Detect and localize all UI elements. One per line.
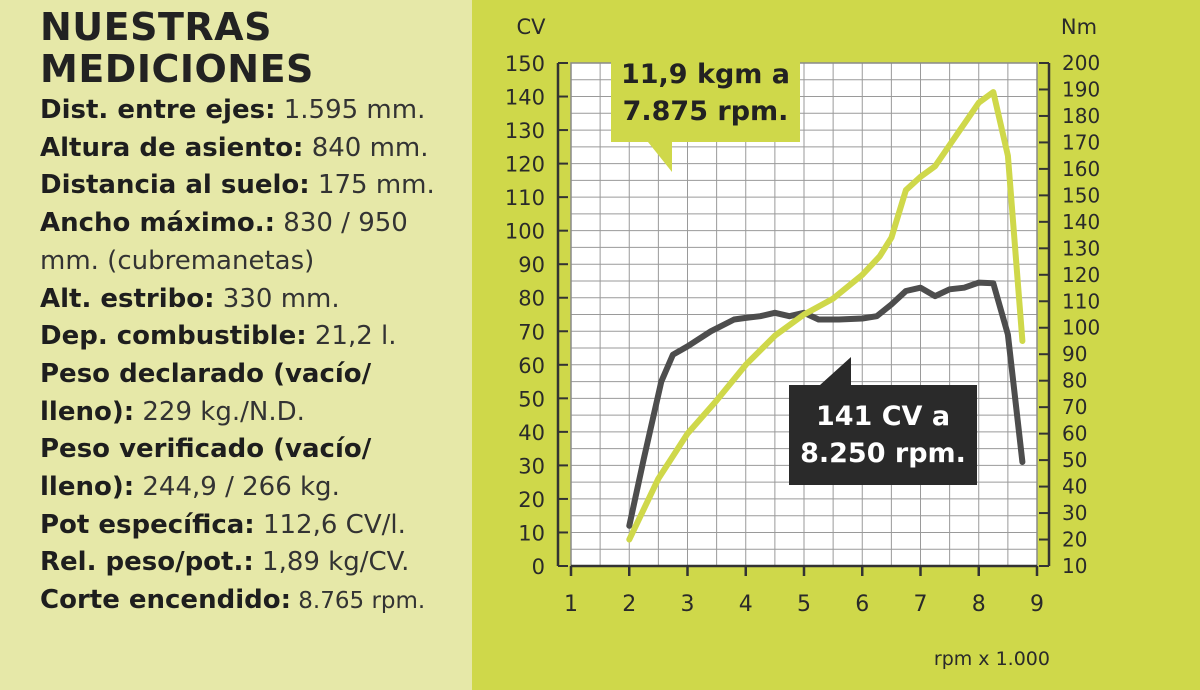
power-callout-text: 8.250 rpm.: [800, 438, 966, 469]
y-right-axis-title: Nm: [1061, 15, 1097, 39]
x-tick-label: 4: [739, 592, 753, 617]
spec-value: 229 kg./N.D.: [134, 396, 305, 427]
y-right-tick-label: 120: [1062, 263, 1100, 287]
spec-label: Dist. entre ejes:: [40, 95, 276, 125]
y-left-axis-title: CV: [516, 15, 546, 39]
y-right-tick-label: 180: [1062, 104, 1100, 128]
spec-value: 1,89 kg/CV.: [253, 547, 410, 578]
y-right-tick-label: 110: [1062, 289, 1100, 313]
y-left-tick-label: 40: [518, 421, 545, 445]
y-left-tick-label: 120: [505, 153, 545, 177]
torque-callout-tail: [648, 142, 672, 172]
y-right-tick-label: 190: [1062, 77, 1100, 101]
spec-item: Corte encendido: 8.765 rpm.: [40, 582, 465, 621]
specs-list: Dist. entre ejes: 1.595 mm. Altura de asi…: [40, 92, 465, 621]
spec-value: 1.595 mm.: [275, 95, 426, 125]
y-left-tick-label: 150: [505, 52, 545, 76]
spec-label: Rel. peso/pot.:: [40, 547, 254, 578]
y-right-tick-label: 20: [1062, 528, 1087, 552]
y-left-tick-label: 20: [518, 488, 545, 512]
spec-label: Pot específica:: [40, 509, 255, 540]
torque-curve-line: [626, 89, 1026, 543]
spec-value: 330 mm.: [214, 283, 340, 314]
power-callout-tail: [820, 357, 851, 385]
spec-label: Ancho máximo.:: [40, 208, 276, 239]
x-tick-label: 9: [1030, 592, 1044, 617]
y-left-tick-label: 50: [518, 387, 545, 411]
spec-value: 830 / 950 mm. (cubremanetas): [40, 208, 408, 276]
power-curve-line: [626, 279, 1026, 529]
torque-callout-box: [611, 43, 800, 142]
spec-value: 244,9 / 266 kg.: [134, 472, 340, 503]
y-left-tick-label: 110: [505, 186, 545, 210]
y-right-tick-label: 10: [1062, 554, 1087, 578]
spec-value: 8.765 rpm.: [290, 588, 426, 615]
y-left-tick-label: 90: [518, 253, 545, 277]
y-right-tick-label: 60: [1062, 422, 1087, 446]
spec-item: Rel. peso/pot.: 1,89 kg/CV.: [40, 544, 465, 582]
y-left-tick-label: 140: [505, 86, 545, 110]
y-right-tick-label: 80: [1062, 369, 1087, 393]
spec-value: 112,6 CV/l.: [254, 509, 406, 540]
x-tick-label: 1: [564, 592, 578, 617]
x-tick-label: 3: [681, 592, 695, 617]
y-right-tick-label: 130: [1062, 236, 1100, 260]
y-right-tick-label: 170: [1062, 130, 1100, 154]
x-tick-label: 2: [622, 592, 636, 617]
torque-callout-text: 11,9 kgm a: [621, 59, 790, 90]
y-left-tick-label: 70: [518, 320, 545, 344]
measurements-panel: NUESTRAS MEDICIONES Dist. entre ejes: 1.…: [0, 0, 472, 690]
spec-item: Dist. entre ejes: 1.595 mm.: [40, 92, 465, 130]
spec-item: Dep. combustible: 21,2 l.: [40, 318, 465, 356]
y-right-tick-label: 50: [1062, 448, 1087, 472]
y-right-tick-label: 70: [1062, 395, 1087, 419]
spec-value: 840 mm.: [303, 132, 429, 163]
y-right-tick-label: 140: [1062, 210, 1100, 234]
power-callout-box: [789, 385, 977, 485]
spec-label: Peso verificado (vacío/ lleno):: [40, 434, 372, 503]
power-callout-text: 141 CV a: [816, 401, 950, 432]
spec-item: Peso declarado (vacío/ lleno): 229 kg./N…: [40, 356, 465, 431]
y-left-tick-label: 80: [518, 287, 545, 311]
spec-label: Corte encendido:: [40, 585, 291, 616]
spec-label: Alt. estribo:: [40, 283, 215, 314]
x-tick-label: 7: [914, 592, 928, 617]
spec-item: Peso verificado (vacío/ lleno): 244,9 / …: [40, 431, 465, 506]
spec-item: Pot específica: 112,6 CV/l.: [40, 507, 465, 545]
spec-label: Dep. combustible:: [40, 321, 307, 352]
spec-item: Distancia al suelo: 175 mm.: [40, 167, 465, 205]
y-right-tick-label: 90: [1062, 342, 1087, 366]
y-left-tick-label: 100: [505, 220, 545, 244]
spec-label: Altura de asiento:: [40, 132, 304, 163]
spec-item: Altura de asiento: 840 mm.: [40, 130, 465, 168]
panel-title: NUESTRAS MEDICIONES: [40, 5, 314, 91]
spec-label: Peso declarado (vacío/ lleno):: [40, 358, 372, 427]
y-right-tick-label: 40: [1062, 475, 1087, 499]
spec-item: Ancho máximo.: 830 / 950 mm. (cubremanet…: [40, 205, 465, 280]
y-right-tick-label: 160: [1062, 157, 1100, 181]
x-tick-label: 5: [797, 592, 811, 617]
spec-label: Distancia al suelo:: [40, 170, 310, 201]
y-left-tick-label: 0: [532, 555, 545, 579]
x-tick-label: 8: [972, 592, 986, 617]
y-right-tick-label: 200: [1062, 51, 1100, 75]
y-right-tick-label: 100: [1062, 316, 1100, 340]
y-left-tick-label: 10: [518, 521, 545, 545]
y-right-tick-label: 150: [1062, 183, 1100, 207]
torque-callout-text: 7.875 rpm.: [623, 96, 789, 127]
y-left-tick-label: 130: [505, 119, 545, 143]
y-right-tick-label: 30: [1062, 501, 1087, 525]
spec-item: Alt. estribo: 330 mm.: [40, 281, 465, 319]
y-left-tick-label: 60: [518, 354, 545, 378]
x-tick-label: 6: [855, 592, 869, 617]
x-axis-title: rpm x 1.000: [934, 648, 1050, 670]
spec-value: 175 mm.: [309, 170, 435, 201]
spec-value: 21,2 l.: [306, 321, 397, 352]
y-left-tick-label: 30: [518, 454, 545, 478]
